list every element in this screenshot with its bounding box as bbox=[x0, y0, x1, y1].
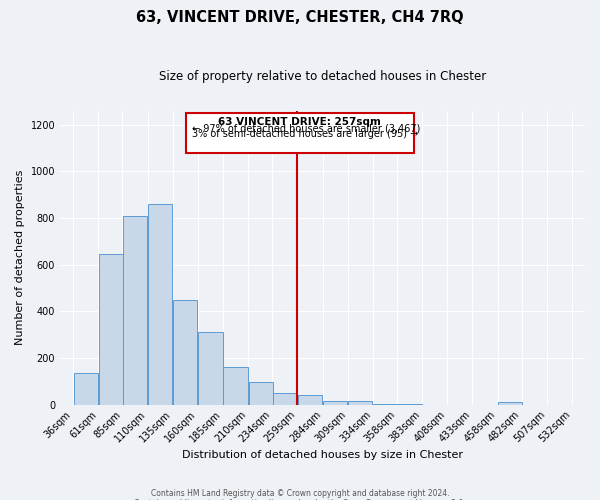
Y-axis label: Number of detached properties: Number of detached properties bbox=[15, 170, 25, 346]
Text: 3% of semi-detached houses are larger (95) →: 3% of semi-detached houses are larger (9… bbox=[192, 129, 418, 139]
Bar bbox=[298, 396, 322, 404]
Bar bbox=[173, 300, 197, 405]
Bar bbox=[123, 216, 147, 404]
Bar bbox=[148, 204, 172, 404]
Text: 63, VINCENT DRIVE, CHESTER, CH4 7RQ: 63, VINCENT DRIVE, CHESTER, CH4 7RQ bbox=[136, 10, 464, 25]
Bar bbox=[323, 401, 347, 404]
FancyBboxPatch shape bbox=[186, 114, 414, 153]
Bar bbox=[272, 393, 297, 404]
Bar bbox=[198, 332, 223, 404]
Bar bbox=[248, 382, 273, 404]
Bar bbox=[223, 368, 248, 405]
Title: Size of property relative to detached houses in Chester: Size of property relative to detached ho… bbox=[159, 70, 486, 83]
Bar bbox=[348, 401, 373, 404]
Bar bbox=[498, 402, 522, 404]
Text: Contains HM Land Registry data © Crown copyright and database right 2024.: Contains HM Land Registry data © Crown c… bbox=[151, 488, 449, 498]
Text: 63 VINCENT DRIVE: 257sqm: 63 VINCENT DRIVE: 257sqm bbox=[218, 116, 382, 126]
Bar bbox=[74, 373, 98, 404]
Bar bbox=[98, 254, 123, 404]
X-axis label: Distribution of detached houses by size in Chester: Distribution of detached houses by size … bbox=[182, 450, 463, 460]
Text: Contains public sector information licensed under the Open Government Licence v3: Contains public sector information licen… bbox=[134, 498, 466, 500]
Text: ← 97% of detached houses are smaller (3,467): ← 97% of detached houses are smaller (3,… bbox=[192, 123, 420, 133]
